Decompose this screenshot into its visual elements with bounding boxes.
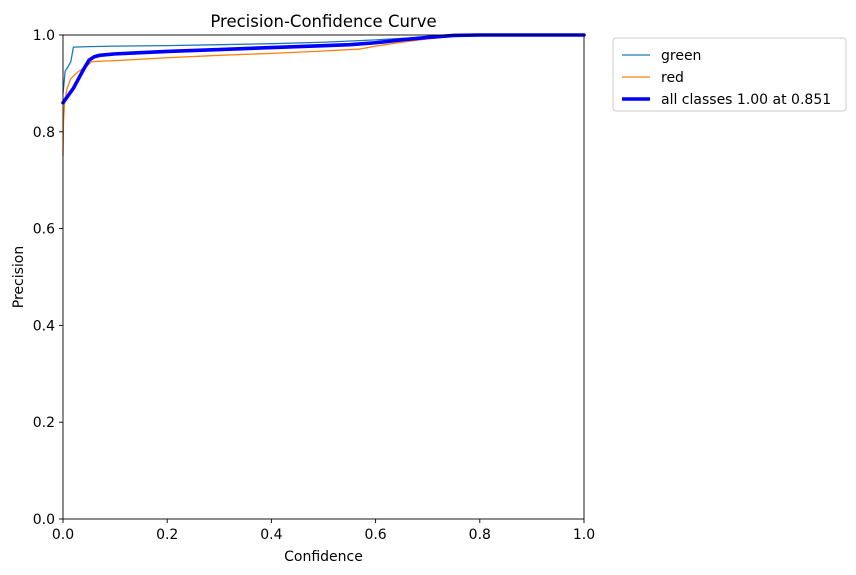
x-axis: 0.0 0.2 0.4 0.6 0.8 1.0 — [52, 519, 595, 543]
legend-label: green — [661, 48, 701, 64]
legend: green red all classes 1.00 at 0.851 — [612, 37, 847, 112]
x-tick-label: 0.0 — [52, 527, 74, 543]
y-axis-label: Precision — [11, 246, 27, 308]
x-tick-label: 1.0 — [573, 527, 595, 543]
chart-title: Precision-Confidence Curve — [210, 12, 436, 31]
legend-box — [612, 37, 847, 112]
y-axis: 0.0 0.2 0.4 0.6 0.8 1.0 — [33, 28, 63, 528]
y-tick-label: 1.0 — [33, 28, 55, 44]
plot-area — [61, 33, 586, 157]
series-line-all — [61, 33, 586, 105]
x-tick-label: 0.8 — [469, 527, 491, 543]
y-tick-label: 0.6 — [33, 222, 55, 238]
y-tick-label: 0.2 — [33, 415, 55, 431]
legend-label: all classes 1.00 at 0.851 — [661, 92, 831, 108]
x-tick-label: 0.6 — [364, 527, 386, 543]
x-tick-label: 0.4 — [260, 527, 282, 543]
x-tick-label: 0.2 — [156, 527, 178, 543]
plot-frame — [62, 34, 585, 520]
y-tick-label: 0.0 — [33, 512, 55, 528]
x-axis-label: Confidence — [284, 549, 363, 565]
y-tick-label: 0.8 — [33, 125, 55, 141]
series-line-green — [62, 34, 585, 94]
series-layer — [61, 33, 586, 157]
legend-items: green red all classes 1.00 at 0.851 — [622, 48, 831, 108]
legend-label: red — [661, 70, 684, 86]
y-tick-label: 0.4 — [33, 318, 55, 334]
